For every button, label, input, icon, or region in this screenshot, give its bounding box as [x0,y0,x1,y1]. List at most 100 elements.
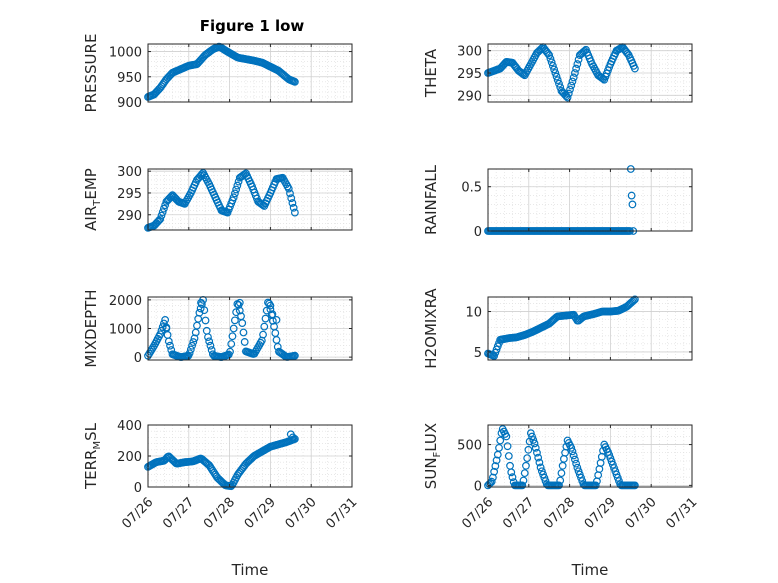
data-point [567,81,576,90]
data-point [162,324,171,333]
y-axis-label: H2OMIXRA [422,288,440,369]
data-point [528,432,536,441]
data-point [158,323,167,331]
axes-box [147,168,353,231]
data-point [526,429,535,438]
data-point [630,295,639,304]
data-point [553,76,562,85]
data-point [557,469,566,478]
subplot-pressure: 900 950 1000 PRESSURE [82,34,353,112]
y-tick-label: 950 [117,71,142,86]
plot-area [148,44,352,102]
data-point [534,453,543,462]
subplot-h2omixra: 5 10 H2OMIXRA [422,288,693,369]
subplot-terr-msl: 0 200 400 07/26 07/27 07/28 07/29 07/30 07/31 Tim… [82,419,360,579]
data-point [188,341,196,350]
data-point [186,345,195,354]
data-point [556,476,565,485]
data-point [522,461,530,470]
data-point [290,208,299,217]
x-axis-label: Time [231,561,269,579]
subplot-theta: 290 295 300 THETA [422,43,693,104]
data-point [157,211,166,220]
data-point [623,49,632,58]
data-point [231,316,239,325]
y-axis-label: THETA [422,48,440,98]
data-point [284,184,293,193]
data-point [571,455,579,464]
data-point [548,61,557,70]
data-point [235,306,244,315]
x-tick-label: 07/27 [500,495,537,532]
y-tick-label: 300 [117,165,142,180]
data-point [535,458,544,467]
data-point [228,332,237,341]
x-tick-label: 07/29 [242,495,279,532]
data-point [164,337,173,346]
data-point [502,432,511,441]
y-tick-label: 290 [117,209,142,224]
data-point [547,58,556,67]
data-point [571,69,579,77]
data-point [290,77,299,86]
y-tick-label: 10 [465,306,482,321]
plot-area [488,169,692,231]
data-point [572,459,581,468]
data-point [204,333,212,341]
data-point [568,77,577,86]
data-point [227,340,236,348]
data-point [563,93,572,102]
data-point [495,443,503,452]
data-point [507,468,516,477]
y-tick-label: 300 [457,45,482,60]
data-point [630,64,639,73]
y-tick-label: 0.5 [461,181,482,196]
x-tick-label: 07/26 [459,495,496,532]
data-point [205,337,214,346]
y-tick-label: 0 [134,481,142,496]
data-point [196,304,205,313]
y-tick-label: 0 [474,479,482,494]
axes-box [487,168,693,232]
data-point [289,203,298,212]
data-point [272,316,281,324]
data-point [156,330,165,339]
data-point [286,189,294,198]
axes-box [487,296,693,361]
data-point [630,481,639,490]
data-point [519,476,528,485]
x-tick-label: 07/28 [541,495,578,532]
data-point [185,349,194,358]
data-point [492,456,501,465]
data-point [599,74,607,83]
data-point [189,338,198,346]
data-point [508,473,517,482]
y-tick-label: 0 [134,351,142,366]
data-point [268,310,277,319]
data-point [240,338,249,346]
data-point [550,65,558,74]
y-tick-label: 400 [117,419,142,434]
data-point [573,463,582,472]
data-point [290,435,299,443]
data-point [627,191,636,200]
data-point [524,445,533,454]
data-point [490,467,499,476]
data-point [260,322,269,331]
data-point [229,324,238,333]
data-point [491,462,500,470]
data-point [239,328,248,337]
data-point [628,200,637,209]
data-point [261,314,270,323]
data-point [232,308,241,317]
y-tick-label: 295 [117,187,142,202]
y-tick-label: 1000 [109,323,142,338]
data-point [572,64,581,73]
axes-box [147,43,353,103]
data-point [156,215,165,224]
y-tick-label: 900 [117,96,142,111]
data-point [153,217,162,226]
data-point [231,189,239,198]
data-point [166,341,174,350]
